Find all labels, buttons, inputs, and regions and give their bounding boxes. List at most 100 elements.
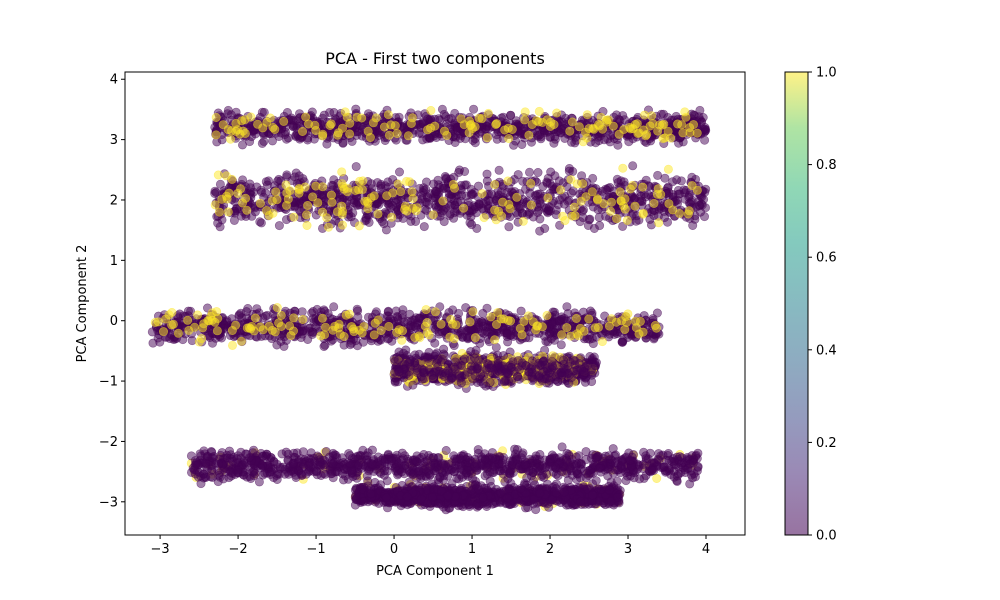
scatter-point (213, 218, 223, 228)
scatter-point (505, 110, 515, 120)
scatter-point (526, 200, 536, 210)
scatter-point (262, 206, 272, 216)
scatter-point (323, 222, 333, 232)
scatter-point (337, 220, 347, 230)
scatter-point (369, 330, 379, 340)
scatter-point (236, 336, 246, 346)
scatter-point (628, 161, 638, 171)
scatter-point (594, 212, 604, 222)
scatter-point (393, 355, 403, 365)
scatter-point (465, 317, 475, 327)
scatter-point (688, 120, 698, 130)
scatter-point (509, 140, 519, 150)
scatter-point (358, 176, 368, 186)
scatter-point (414, 313, 424, 323)
scatter-point (528, 317, 538, 327)
scatter-point (524, 130, 534, 140)
scatter-point (687, 181, 697, 191)
scatter-point (673, 119, 683, 129)
scatter-point (612, 214, 622, 224)
scatter-point (438, 196, 448, 206)
scatter-point (546, 167, 556, 177)
scatter-point (557, 330, 567, 340)
scatter-point (340, 107, 350, 117)
scatter-point (159, 327, 169, 337)
scatter-point (381, 225, 391, 235)
scatter-point (259, 107, 269, 117)
scatter-point (183, 306, 193, 316)
scatter-point (211, 113, 221, 123)
scatter-point (183, 315, 193, 325)
scatter-point (317, 207, 327, 217)
scatter-point (396, 187, 406, 197)
scatter-point (403, 131, 413, 141)
scatter-point (279, 116, 289, 126)
scatter-point (676, 176, 686, 186)
scatter-point (283, 194, 293, 204)
scatter-point (404, 370, 414, 380)
scatter-point (155, 337, 165, 347)
scatter-point (542, 178, 552, 188)
scatter-point (272, 176, 282, 186)
scatter-point (582, 133, 592, 143)
scatter-point (424, 365, 434, 375)
scatter-point (272, 340, 282, 350)
scatter-point (210, 200, 220, 210)
scatter-point (438, 206, 448, 216)
scatter-point (482, 169, 492, 179)
scatter-point (643, 190, 653, 200)
scatter-point (419, 374, 429, 384)
scatter-point (622, 215, 632, 225)
scatter-point (360, 196, 370, 206)
scatter-point (328, 325, 338, 335)
scatter-point (584, 314, 594, 324)
scatter-point (357, 185, 367, 195)
scatter-point (387, 212, 397, 222)
scatter-point (652, 473, 662, 483)
scatter-point (407, 113, 417, 123)
scatter-point (193, 310, 203, 320)
scatter-point (422, 317, 432, 327)
scatter-point (421, 185, 431, 195)
scatter-point (441, 445, 451, 455)
scatter-point (454, 168, 464, 178)
scatter-point (566, 331, 576, 341)
scatter-point (459, 203, 469, 213)
scatter-point (680, 107, 690, 117)
scatter-point (552, 108, 562, 118)
scatter-point (233, 188, 243, 198)
scatter-point (333, 130, 343, 140)
scatter-point (445, 332, 455, 342)
scatter-point (226, 110, 236, 120)
scatter-point (349, 198, 359, 208)
scatter-point (520, 115, 530, 125)
scatter-point (560, 216, 570, 226)
scatter-point (692, 128, 702, 138)
scatter-point (217, 194, 227, 204)
scatter-point (436, 319, 446, 329)
scatter-point (354, 221, 364, 231)
scatter-point (556, 185, 566, 195)
scatter-point (351, 162, 361, 172)
scatter-point (318, 129, 328, 139)
scatter-point (503, 176, 513, 186)
scatter-point (397, 335, 407, 345)
scatter-point (424, 357, 434, 367)
scatter-point (486, 363, 496, 373)
scatter-point (543, 193, 553, 203)
scatter-point (228, 340, 238, 350)
scatter-point (606, 197, 616, 207)
scatter-point (412, 203, 422, 213)
scatter-point (515, 323, 525, 333)
scatter-point (470, 353, 480, 363)
scatter-point (368, 118, 378, 128)
scatter-point (557, 192, 567, 202)
scatter-point (507, 125, 517, 135)
scatter-point (405, 357, 415, 367)
scatter-point (353, 312, 363, 322)
scatter-point (252, 182, 262, 192)
scatter-point (631, 216, 641, 226)
scatter-point (428, 210, 438, 220)
scatter-point (590, 323, 600, 333)
